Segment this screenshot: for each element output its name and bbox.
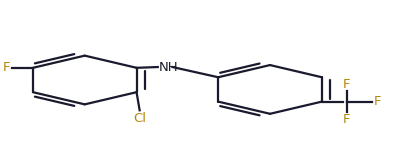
Text: NH: NH xyxy=(158,60,178,74)
Text: F: F xyxy=(343,113,351,126)
Text: Cl: Cl xyxy=(133,112,146,124)
Text: F: F xyxy=(343,78,351,91)
Text: F: F xyxy=(2,61,10,74)
Text: F: F xyxy=(374,95,382,108)
